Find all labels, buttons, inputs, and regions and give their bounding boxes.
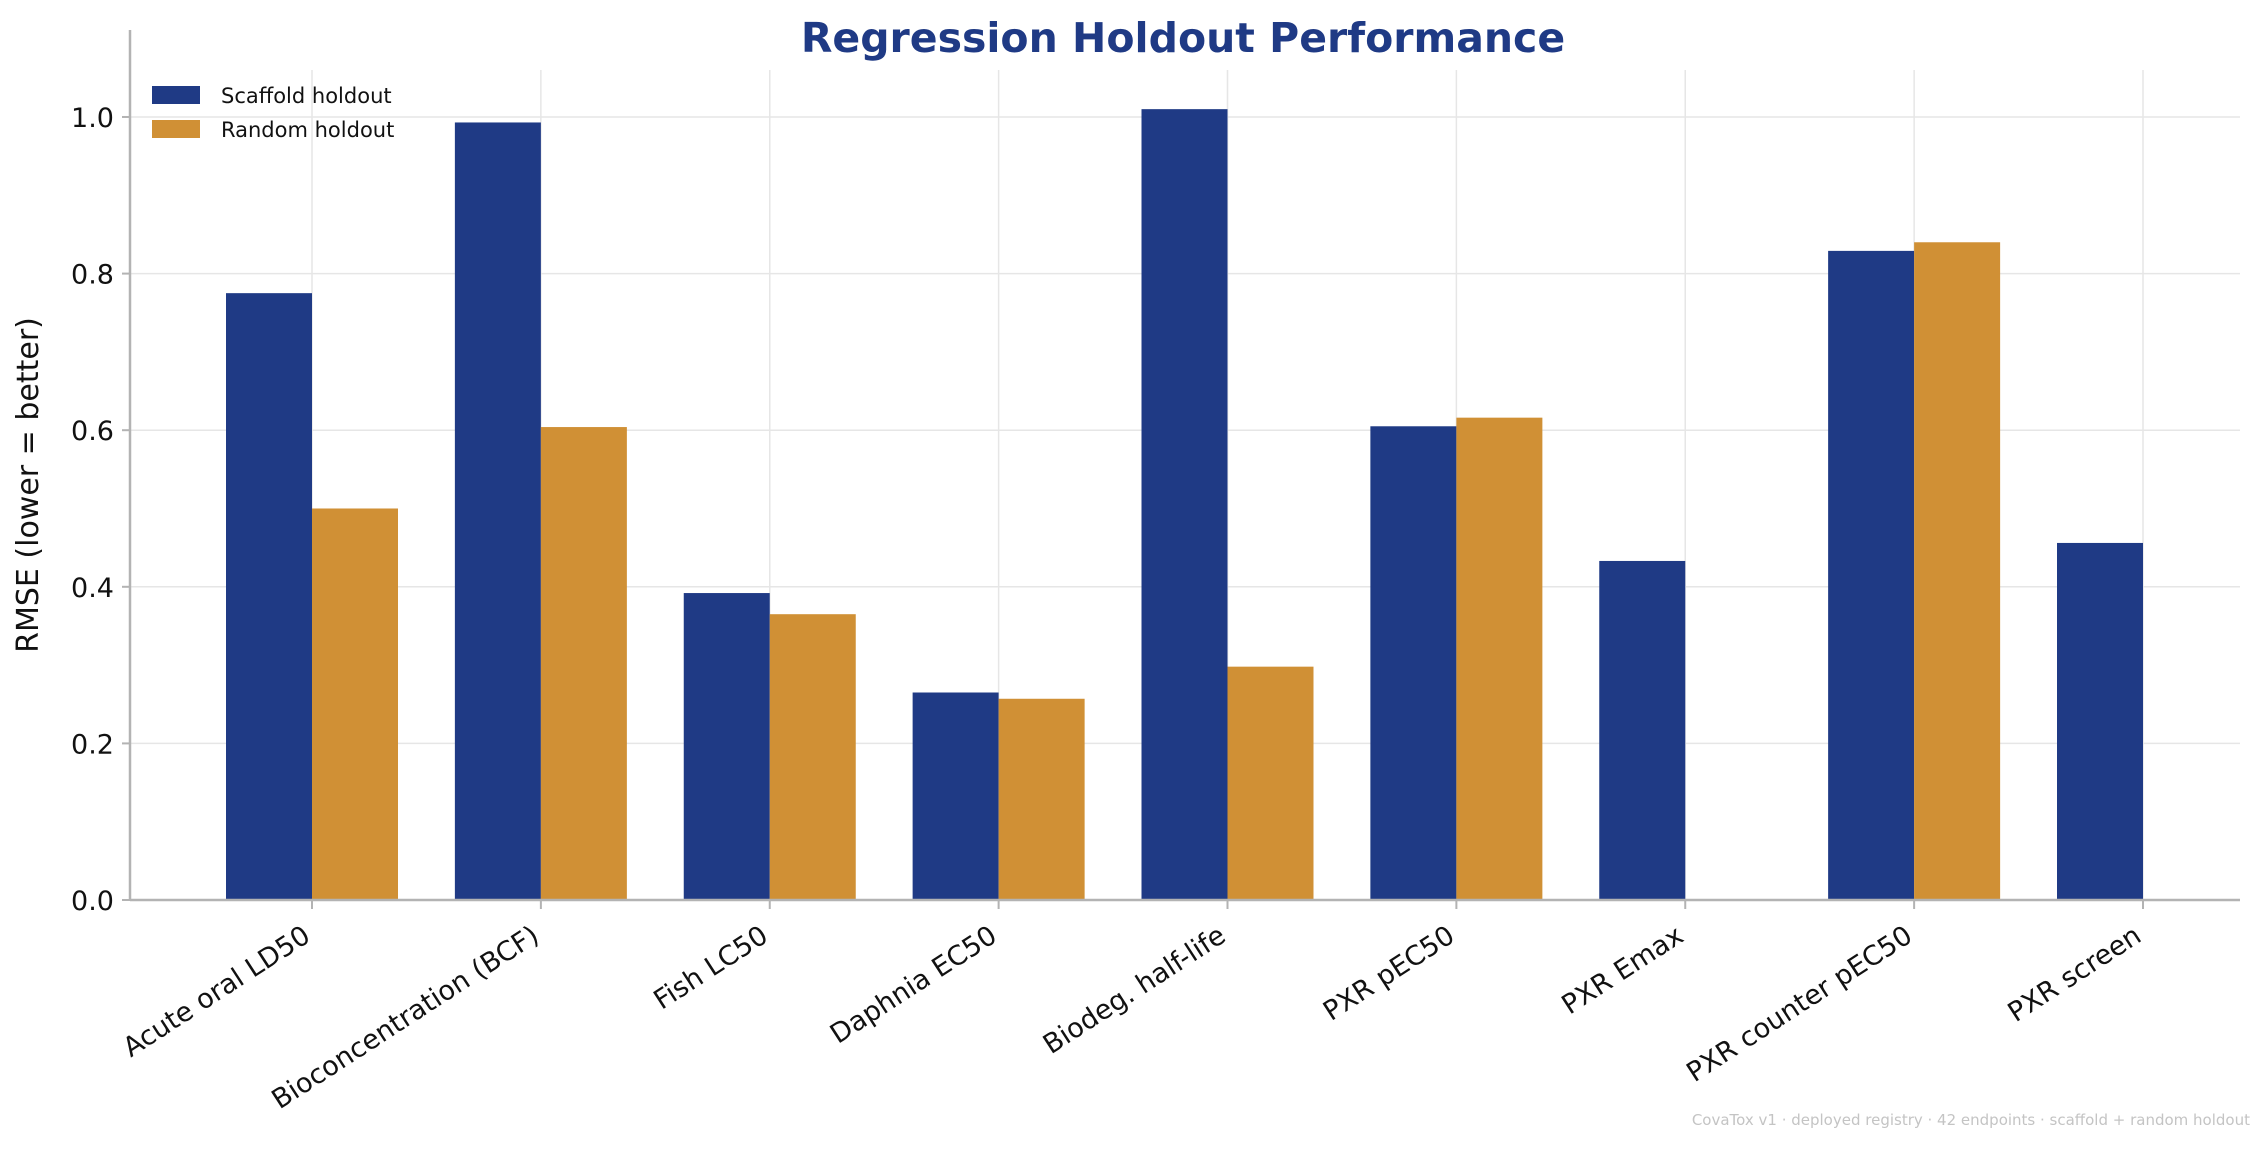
y-tick-label: 0.0 [71, 886, 114, 917]
x-tick-label: Acute oral LD50 [118, 920, 316, 1064]
bar-random-0 [312, 508, 398, 900]
bar-random-5 [1456, 417, 1543, 900]
x-tick-label: PXR pEC50 [1318, 920, 1460, 1027]
x-tick-label: PXR counter pEC50 [1681, 920, 1918, 1089]
legend-swatch-1 [152, 120, 200, 138]
legend-label-0: Scaffold holdout [221, 84, 392, 108]
bar-scaffold-8 [2057, 542, 2143, 900]
bar-random-3 [998, 698, 1085, 900]
y-axis-label: RMSE (lower = better) [11, 317, 46, 653]
bar-scaffold-6 [1599, 560, 1686, 900]
bar-scaffold-4 [1141, 109, 1228, 900]
bar-scaffold-0 [226, 293, 312, 900]
x-tick-label: Daphnia EC50 [825, 920, 1003, 1050]
bars-layer [226, 109, 2143, 900]
x-tick-label: Fish LC50 [648, 920, 773, 1016]
bar-scaffold-5 [1370, 426, 1457, 900]
legend-swatch-0 [152, 86, 200, 104]
bar-scaffold-7 [1828, 250, 1915, 900]
bar-scaffold-3 [912, 692, 999, 900]
y-tick-label: 0.6 [71, 416, 114, 447]
y-tick-label: 0.4 [71, 573, 114, 604]
x-tick-label: Biodeg. half-life [1038, 920, 1232, 1061]
bar-random-7 [1914, 242, 2001, 900]
bar-random-4 [1227, 666, 1314, 900]
legend: Scaffold holdout Random holdout [152, 84, 394, 142]
y-tick-label: 0.2 [71, 729, 114, 760]
bar-random-2 [769, 614, 856, 900]
bar-scaffold-1 [454, 122, 541, 900]
chart-title: Regression Holdout Performance [801, 14, 1565, 62]
y-tick-label: 0.8 [71, 260, 114, 291]
axes-layer [122, 30, 2240, 909]
x-tick-label: PXR screen [2003, 920, 2147, 1029]
y-tick-labels: 0.0 0.2 0.4 0.6 0.8 1.0 [71, 103, 114, 917]
x-tick-label: PXR Emax [1556, 920, 1689, 1021]
y-tick-label: 1.0 [71, 103, 114, 134]
bar-scaffold-2 [683, 593, 770, 900]
footnote: CovaTox v1 · deployed registry · 42 endp… [1692, 1111, 2250, 1129]
legend-label-1: Random holdout [221, 118, 394, 142]
bar-random-1 [540, 427, 627, 900]
